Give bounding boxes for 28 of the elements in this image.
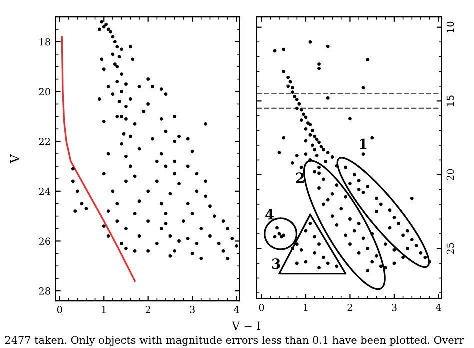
x-tick-label: 2 <box>146 306 150 314</box>
x-tick-label: 1 <box>304 304 308 312</box>
y-axis-title: V <box>10 154 20 164</box>
y-tick-label: 20 <box>446 169 454 180</box>
annotation: 3 <box>272 258 280 270</box>
x-tick-label: 4 <box>234 306 240 314</box>
y-tick-label: 22 <box>39 138 50 146</box>
annotation: 2 <box>296 172 304 183</box>
y-tick-label: 10 <box>446 22 454 32</box>
x-tick-label: 0 <box>57 306 62 314</box>
y-tick-label: 20 <box>39 88 50 96</box>
y-tick-label: 24 <box>39 188 51 196</box>
x-tick-label: 2 <box>348 304 352 312</box>
y-tick-label: 25 <box>446 243 454 254</box>
annotation: 1 <box>360 138 367 150</box>
x-axis-title: V − I <box>232 322 260 330</box>
x-tick-label: 0 <box>259 304 264 312</box>
y-tick-label: 28 <box>39 288 50 295</box>
annotation: 4 <box>266 209 274 220</box>
x-tick-label: 3 <box>190 306 195 314</box>
x-tick-label: 3 <box>392 304 397 312</box>
y-tick-label: 26 <box>39 238 50 246</box>
y-tick-label: 18 <box>40 38 50 46</box>
text: 2477 taken. Only objects with magnitude errors less than 0.1 have been plotted. Overr <box>5 336 464 346</box>
x-tick-label: 1 <box>102 306 106 314</box>
x-tick-label: 4 <box>436 304 442 312</box>
y-tick-label: 15 <box>446 96 454 106</box>
line-series <box>61 36 136 282</box>
